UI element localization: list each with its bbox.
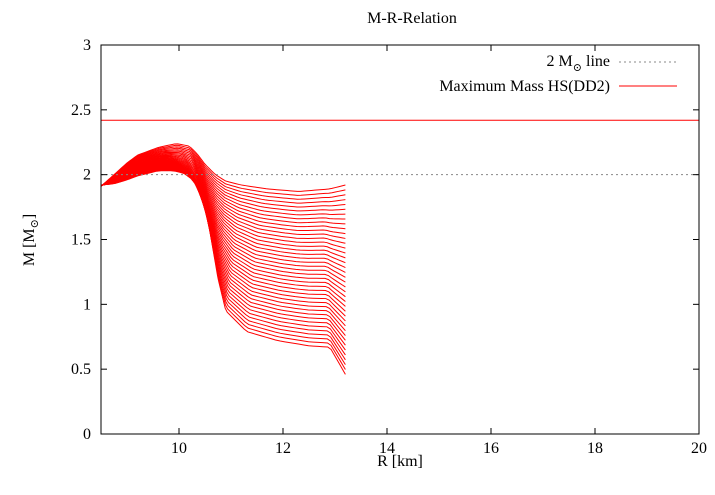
mr-curve [100,154,346,230]
mr-curve [100,156,346,244]
mr-curve [100,155,346,235]
x-tick-label: 10 [171,440,187,457]
mr-curve [100,146,346,200]
y-axis-label-subscript: ⊙ [29,219,41,228]
mr-curve [100,149,346,208]
mr-curve [100,151,346,216]
mr-curve [100,152,346,220]
mr-curve [100,158,346,254]
mr-curve [100,157,346,249]
x-tick-label: 12 [275,440,291,457]
y-tick-label: 3 [83,37,91,54]
mr-curve [100,161,346,278]
y-axis-label-main: M [M [21,228,38,266]
curve-family [100,143,346,375]
x-tick-label: 16 [483,440,499,457]
mr-curve [100,162,346,293]
plot-frame [100,44,700,435]
x-tick-label: 14 [379,440,395,457]
y-axis: 0 0.5 1 1.5 2 2.5 3 [71,37,699,443]
mr-curve [100,162,346,288]
x-tick-label: 20 [691,440,707,457]
y-axis-label-end: ] [21,214,38,219]
chart-title: M-R-Relation [367,10,457,27]
y-tick-label: 0.5 [71,361,91,378]
mr-curve [100,160,346,273]
x-axis-label: R [km] [377,453,423,470]
mr-curve [100,159,346,269]
x-axis: 10 12 14 16 18 20 [171,45,707,457]
legend: 2 M⊙ line Maximum Mass HS(DD2) [439,53,677,95]
reference-lines [101,119,699,176]
y-tick-label: 1.5 [71,232,91,249]
y-tick-label: 1 [83,296,91,313]
legend-label-max-mass: Maximum Mass HS(DD2) [439,78,610,95]
legend-label-2msun: 2 M⊙ line [547,53,610,74]
y-tick-label: 2 [83,167,91,184]
x-tick-label: 18 [587,440,603,457]
legend-label-2msun-end: line [582,53,610,70]
mr-curve [100,158,346,259]
y-tick-label: 2.5 [71,102,91,119]
mr-curve [100,153,346,225]
mr-curve [100,159,346,264]
y-axis-label: M [M⊙] [21,214,41,266]
mr-curve [100,161,346,283]
mr-curve [100,143,346,192]
mr-curve [100,150,346,212]
y-tick-label: 0 [83,426,91,443]
mr-curve [100,156,346,239]
mr-curve [100,147,346,204]
legend-label-2msun-main: 2 M [547,53,573,70]
legend-label-2msun-subscript: ⊙ [573,62,582,74]
